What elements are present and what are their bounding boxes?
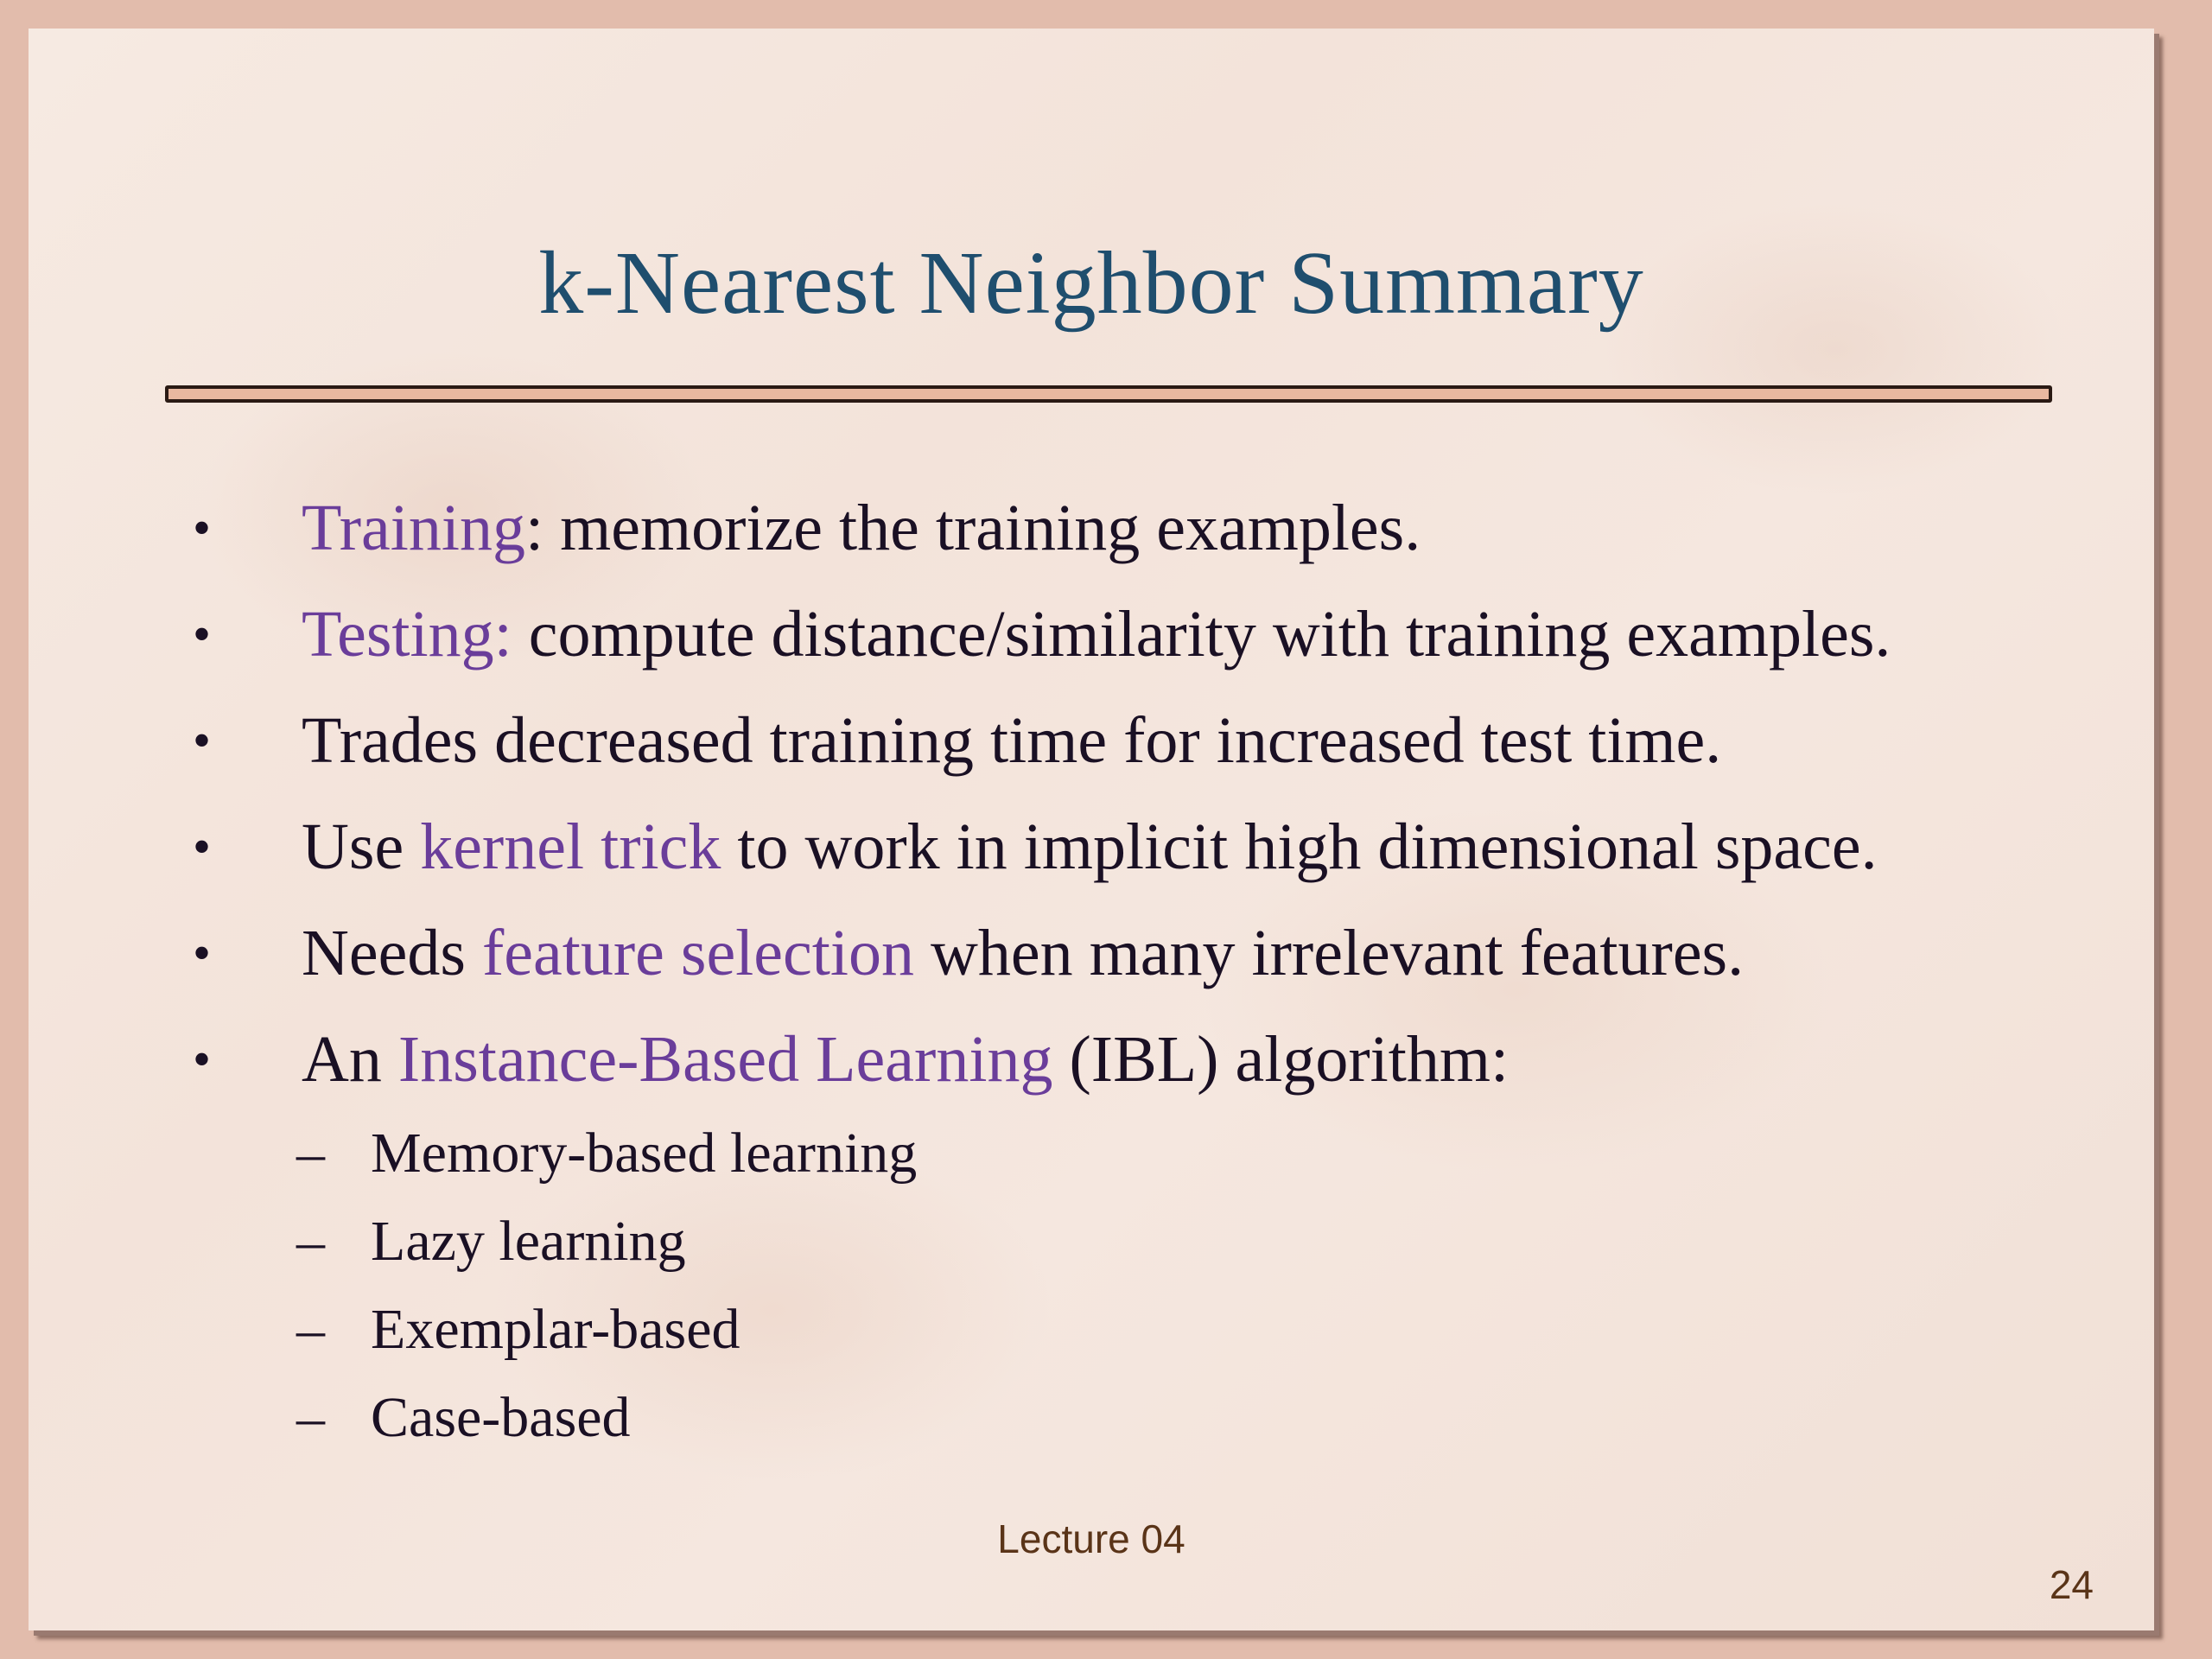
slide: k-Nearest Neighbor Summary • Training: m…: [29, 29, 2154, 1630]
sub-bullet-text: Memory-based learning: [371, 1122, 918, 1185]
bullet-text: Testing: compute distance/similarity wit…: [302, 593, 1891, 676]
bullet-text: Trades decreased training time for incre…: [302, 699, 1721, 782]
bullet-list: • Training: memorize the training exampl…: [29, 29, 2154, 1630]
bullet-plain: Use: [302, 810, 421, 883]
page-number: 24: [2049, 1562, 2094, 1607]
bullet-plain: Needs: [302, 917, 482, 989]
slide-title: k-Nearest Neighbor Summary: [538, 233, 1644, 333]
bullet-highlight: Testing:: [302, 598, 512, 671]
bullet-plain: : memorize the training examples.: [525, 492, 1421, 564]
bullet-dot-icon: •: [193, 606, 212, 663]
bullet-plain: when many irrelevant features.: [914, 917, 1745, 989]
bullet-text: Needs feature selection when many irrele…: [302, 912, 1744, 995]
bullet-text: Use kernel trick to work in implicit hig…: [302, 805, 1878, 888]
slide-footer: Lecture 04: [997, 1516, 1185, 1561]
bullet-dot-icon: •: [193, 712, 212, 769]
bullet-plain: An: [302, 1023, 398, 1096]
dash-icon: –: [296, 1122, 325, 1185]
bullet-plain: Trades decreased training time for incre…: [302, 704, 1722, 777]
bullet-text: Training: memorize the training examples…: [302, 486, 1421, 569]
bullet-plain: to work in implicit high dimensional spa…: [721, 810, 1878, 883]
sub-bullet-text: Exemplar-based: [371, 1298, 741, 1361]
bullet-highlight: Instance-Based Learning: [397, 1023, 1053, 1096]
bullet-highlight: Training: [302, 492, 526, 564]
bullet-plain: (IBL) algorithm:: [1052, 1023, 1510, 1096]
bullet-text: An Instance-Based Learning (IBL) algorit…: [302, 1018, 1509, 1101]
dash-icon: –: [296, 1298, 325, 1361]
bullet-dot-icon: •: [193, 1031, 212, 1088]
dash-icon: –: [296, 1386, 325, 1449]
bullet-plain: compute distance/similarity with trainin…: [512, 598, 1891, 671]
title-divider: [165, 385, 2052, 403]
bullet-highlight: kernel trick: [420, 810, 721, 883]
bullet-dot-icon: •: [193, 925, 212, 982]
sub-bullet-text: Lazy learning: [371, 1210, 686, 1273]
bullet-dot-icon: •: [193, 499, 212, 556]
sub-bullet-text: Case-based: [371, 1386, 631, 1449]
bullet-dot-icon: •: [193, 818, 212, 875]
dash-icon: –: [296, 1210, 325, 1273]
bullet-highlight: feature selection: [481, 917, 914, 989]
